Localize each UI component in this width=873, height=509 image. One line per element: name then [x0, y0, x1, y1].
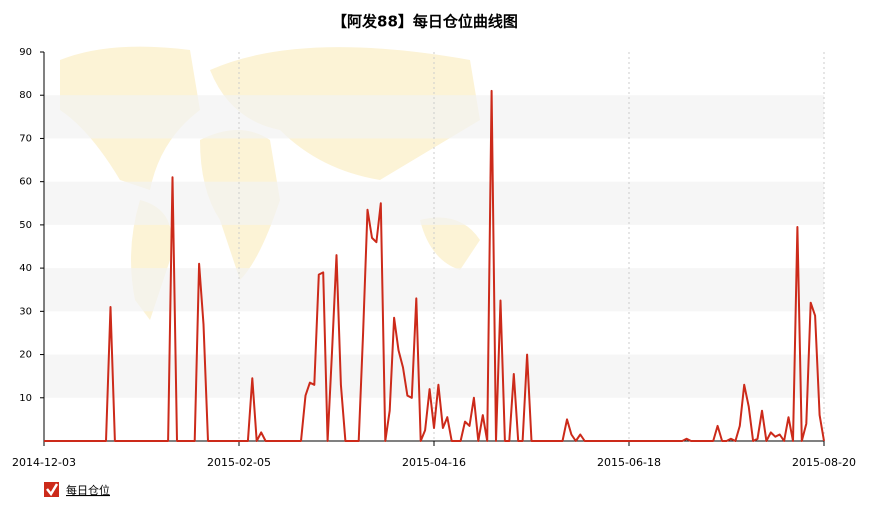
y-tick-label: 10 [19, 393, 32, 404]
y-tick-label: 50 [19, 220, 32, 231]
y-tick-label: 80 [19, 90, 32, 101]
x-tick-label: 2014-12-03 [12, 456, 76, 469]
x-tick-label: 2015-06-18 [597, 456, 661, 469]
check-icon [46, 483, 59, 497]
series-line [44, 89, 825, 442]
grid-band [44, 354, 824, 398]
x-tick-label: 2015-02-05 [207, 456, 271, 469]
y-tick-label: 70 [19, 133, 32, 144]
y-tick-label: 40 [19, 263, 32, 274]
chart-title: 【阿发88】每日仓位曲线图 [332, 13, 518, 31]
y-tick-label: 30 [19, 306, 32, 317]
grid-band [44, 95, 824, 139]
x-tick-label: 2015-08-20 [792, 456, 856, 469]
legend-label[interactable]: 每日仓位 [66, 483, 110, 497]
y-tick-label: 20 [19, 350, 32, 361]
y-tick-label: 60 [19, 177, 32, 188]
y-tick-label: 90 [19, 47, 32, 58]
x-tick-label: 2015-04-16 [402, 456, 466, 469]
legend[interactable]: 每日仓位 [44, 482, 110, 497]
grid-band [44, 268, 824, 312]
